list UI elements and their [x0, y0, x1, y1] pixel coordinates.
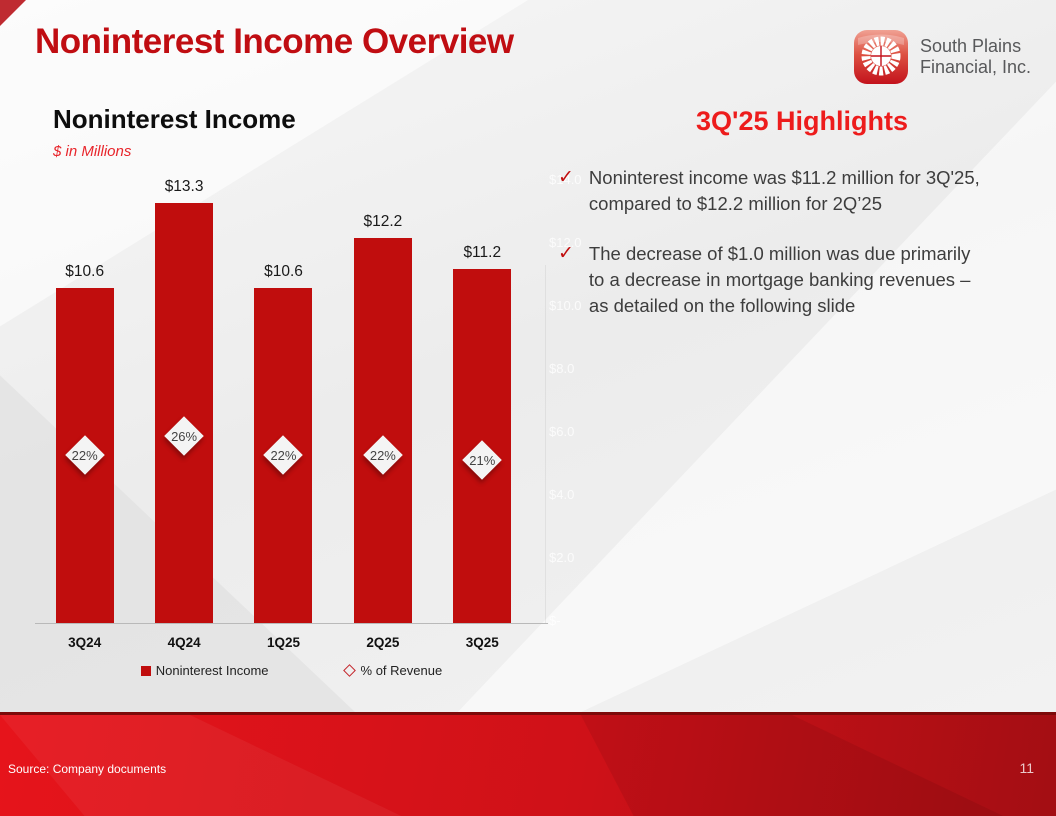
x-axis-label: 4Q24 [167, 635, 201, 650]
ghost-axis-label: $- [549, 613, 561, 628]
pct-revenue-marker: 22% [333, 435, 432, 475]
ghost-axis-label: $12.0 [549, 235, 582, 250]
bar-series-swatch-icon [140, 665, 151, 676]
company-name-line1: South Plains [920, 35, 1022, 56]
pct-revenue-label: 22% [71, 447, 98, 463]
x-axis-label: 3Q24 [68, 635, 102, 650]
bar-value-label: $11.2 [463, 244, 502, 261]
ghost-axis-label: $8.0 [549, 361, 575, 376]
corner-accent-triangle [0, 0, 26, 26]
checkmark-icon: ✓ [558, 167, 574, 188]
bar-4Q24 [154, 203, 213, 623]
ghost-axis-label: $2.0 [549, 550, 575, 565]
secondary-axis-line [545, 265, 546, 623]
ghost-axis-label: $10.0 [549, 298, 582, 313]
source-note: Source: Company documents [8, 762, 167, 776]
chart-title: Noninterest Income [53, 104, 296, 134]
checkmark-icon: ✓ [558, 243, 574, 264]
chart-column: $10.6 22% 1Q25 [234, 160, 333, 650]
legend-item-pct-of-revenue: % of Revenue [342, 663, 443, 678]
pct-revenue-label: 21% [469, 452, 496, 468]
ghost-axis-label: $14.0 [549, 172, 582, 187]
pct-revenue-marker: 22% [234, 435, 333, 475]
x-axis-label: 2Q25 [366, 635, 400, 650]
bar-2Q25 [353, 238, 412, 623]
diamond-marker-icon [342, 664, 356, 677]
highlight-text: Noninterest income was $11.2 million for… [588, 167, 980, 214]
pct-revenue-marker: 26% [134, 416, 233, 456]
bar-value-label: $12.2 [363, 213, 403, 230]
page-number: 11 [1019, 760, 1034, 776]
pct-revenue-label: 22% [270, 447, 297, 463]
highlight-bullet-1: ✓ Noninterest income was $11.2 million f… [558, 165, 1046, 217]
bar-value-label: $13.3 [164, 178, 204, 195]
pct-revenue-marker: 21% [433, 440, 532, 480]
pinwheel-logo-icon [854, 30, 908, 84]
legend-label: % of Revenue [360, 663, 443, 678]
footer-divider [0, 712, 1056, 715]
x-axis-line [35, 623, 548, 624]
chart-column: $12.2 22% 2Q25 [333, 160, 432, 650]
company-name: South Plains Financial, Inc. [920, 36, 1031, 78]
ghost-axis-label: $4.0 [549, 487, 575, 502]
pct-revenue-marker: 22% [35, 435, 134, 475]
company-name-line2: Financial, Inc. [920, 57, 1032, 77]
chart-column: $11.2 21% 3Q25 [433, 160, 532, 650]
pct-revenue-label: 22% [369, 447, 396, 463]
chart-column: $13.3 26% 4Q24 [134, 160, 233, 650]
legend-item-noninterest-income: Noninterest Income [140, 663, 269, 678]
highlight-bullet-2: ✓ The decrease of $1.0 million was due p… [558, 241, 1046, 319]
highlight-text: The decrease of $1.0 million was due pri… [588, 243, 971, 316]
ghost-axis-label: $6.0 [549, 424, 575, 439]
bar-chart-plot: $10.6 22% 3Q24 $13.3 26% 4Q24 $10.6 22% 1Q25 $12.… [35, 160, 532, 650]
x-axis-label: 3Q25 [465, 635, 499, 650]
legend-label: Noninterest Income [155, 663, 269, 678]
highlights-panel: 3Q'25 Highlights ✓ Noninterest income wa… [558, 106, 1046, 343]
chart-subtitle: $ in Millions [53, 143, 132, 160]
bar-value-label: $10.6 [65, 263, 105, 280]
highlights-title: 3Q'25 Highlights [696, 106, 908, 136]
chart-column: $10.6 22% 3Q24 [35, 160, 134, 650]
pct-revenue-label: 26% [171, 428, 198, 444]
footer-band: Source: Company documents 11 [0, 715, 1056, 816]
bar-value-label: $10.6 [264, 263, 303, 280]
company-logo: South Plains Financial, Inc. [853, 29, 1031, 85]
page-title: Noninterest Income Overview [35, 22, 514, 61]
chart-legend: Noninterest Income % of Revenue [35, 663, 548, 678]
x-axis-label: 1Q25 [266, 635, 300, 650]
